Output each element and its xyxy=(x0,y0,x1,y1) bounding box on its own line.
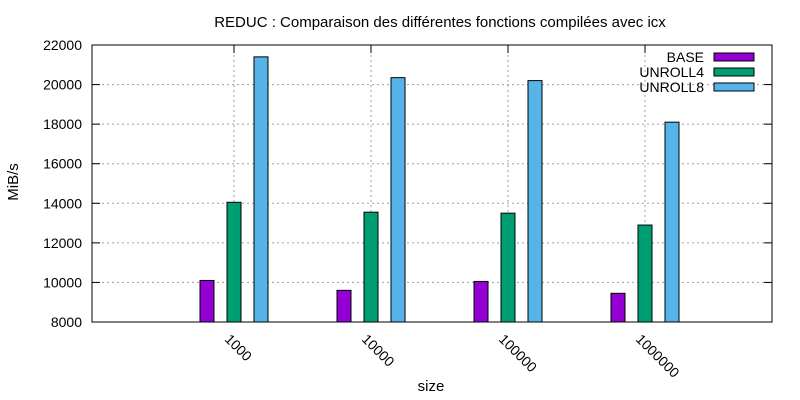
y-tick-label: 10000 xyxy=(43,274,82,290)
y-axis-label: MiB/s xyxy=(5,163,22,201)
legend-label-unroll4: UNROLL4 xyxy=(639,64,704,80)
x-tick-label: 10000 xyxy=(359,331,398,370)
legend-label-unroll8: UNROLL8 xyxy=(639,79,704,95)
y-tick-label: 8000 xyxy=(51,314,82,330)
x-axis-label: size xyxy=(418,378,445,395)
bar-base-100000 xyxy=(473,280,489,323)
y-tick-label: 22000 xyxy=(43,37,82,53)
legend-swatch-base xyxy=(713,52,755,62)
y-tick-label: 20000 xyxy=(43,77,82,93)
bar-unroll4-1000000 xyxy=(637,224,653,323)
x-tick-label: 100000 xyxy=(496,331,540,375)
bar-unroll4-100000 xyxy=(500,212,516,323)
y-tick-label: 18000 xyxy=(43,116,82,132)
x-tick-label: 1000 xyxy=(222,331,255,364)
bar-unroll4-1000 xyxy=(226,201,242,323)
y-tick-label: 14000 xyxy=(43,195,82,211)
legend-swatch-unroll8 xyxy=(713,82,755,92)
plot-frame xyxy=(91,44,773,323)
bar-base-1000 xyxy=(199,279,215,323)
tick-labels: 8000 10000 12000 14000 16000 18000 20000 22000 1… xyxy=(43,37,683,381)
bar-base-1000000 xyxy=(610,292,626,323)
legend-swatch-unroll4 xyxy=(713,67,755,77)
bar-unroll8-1000000 xyxy=(664,121,680,323)
y-tick-label: 12000 xyxy=(43,235,82,251)
y-tick-label: 16000 xyxy=(43,156,82,172)
bar-unroll4-10000 xyxy=(363,211,379,323)
bar-base-10000 xyxy=(336,289,352,323)
x-tick-label: 1000000 xyxy=(633,331,683,381)
bar-unroll8-1000 xyxy=(253,56,269,323)
chart-title: REDUC : Comparaison des différentes fonc… xyxy=(214,14,666,31)
bars xyxy=(199,56,680,323)
legend-label-base: BASE xyxy=(667,49,704,65)
bar-unroll8-100000 xyxy=(527,80,543,323)
bar-unroll8-10000 xyxy=(390,77,406,323)
